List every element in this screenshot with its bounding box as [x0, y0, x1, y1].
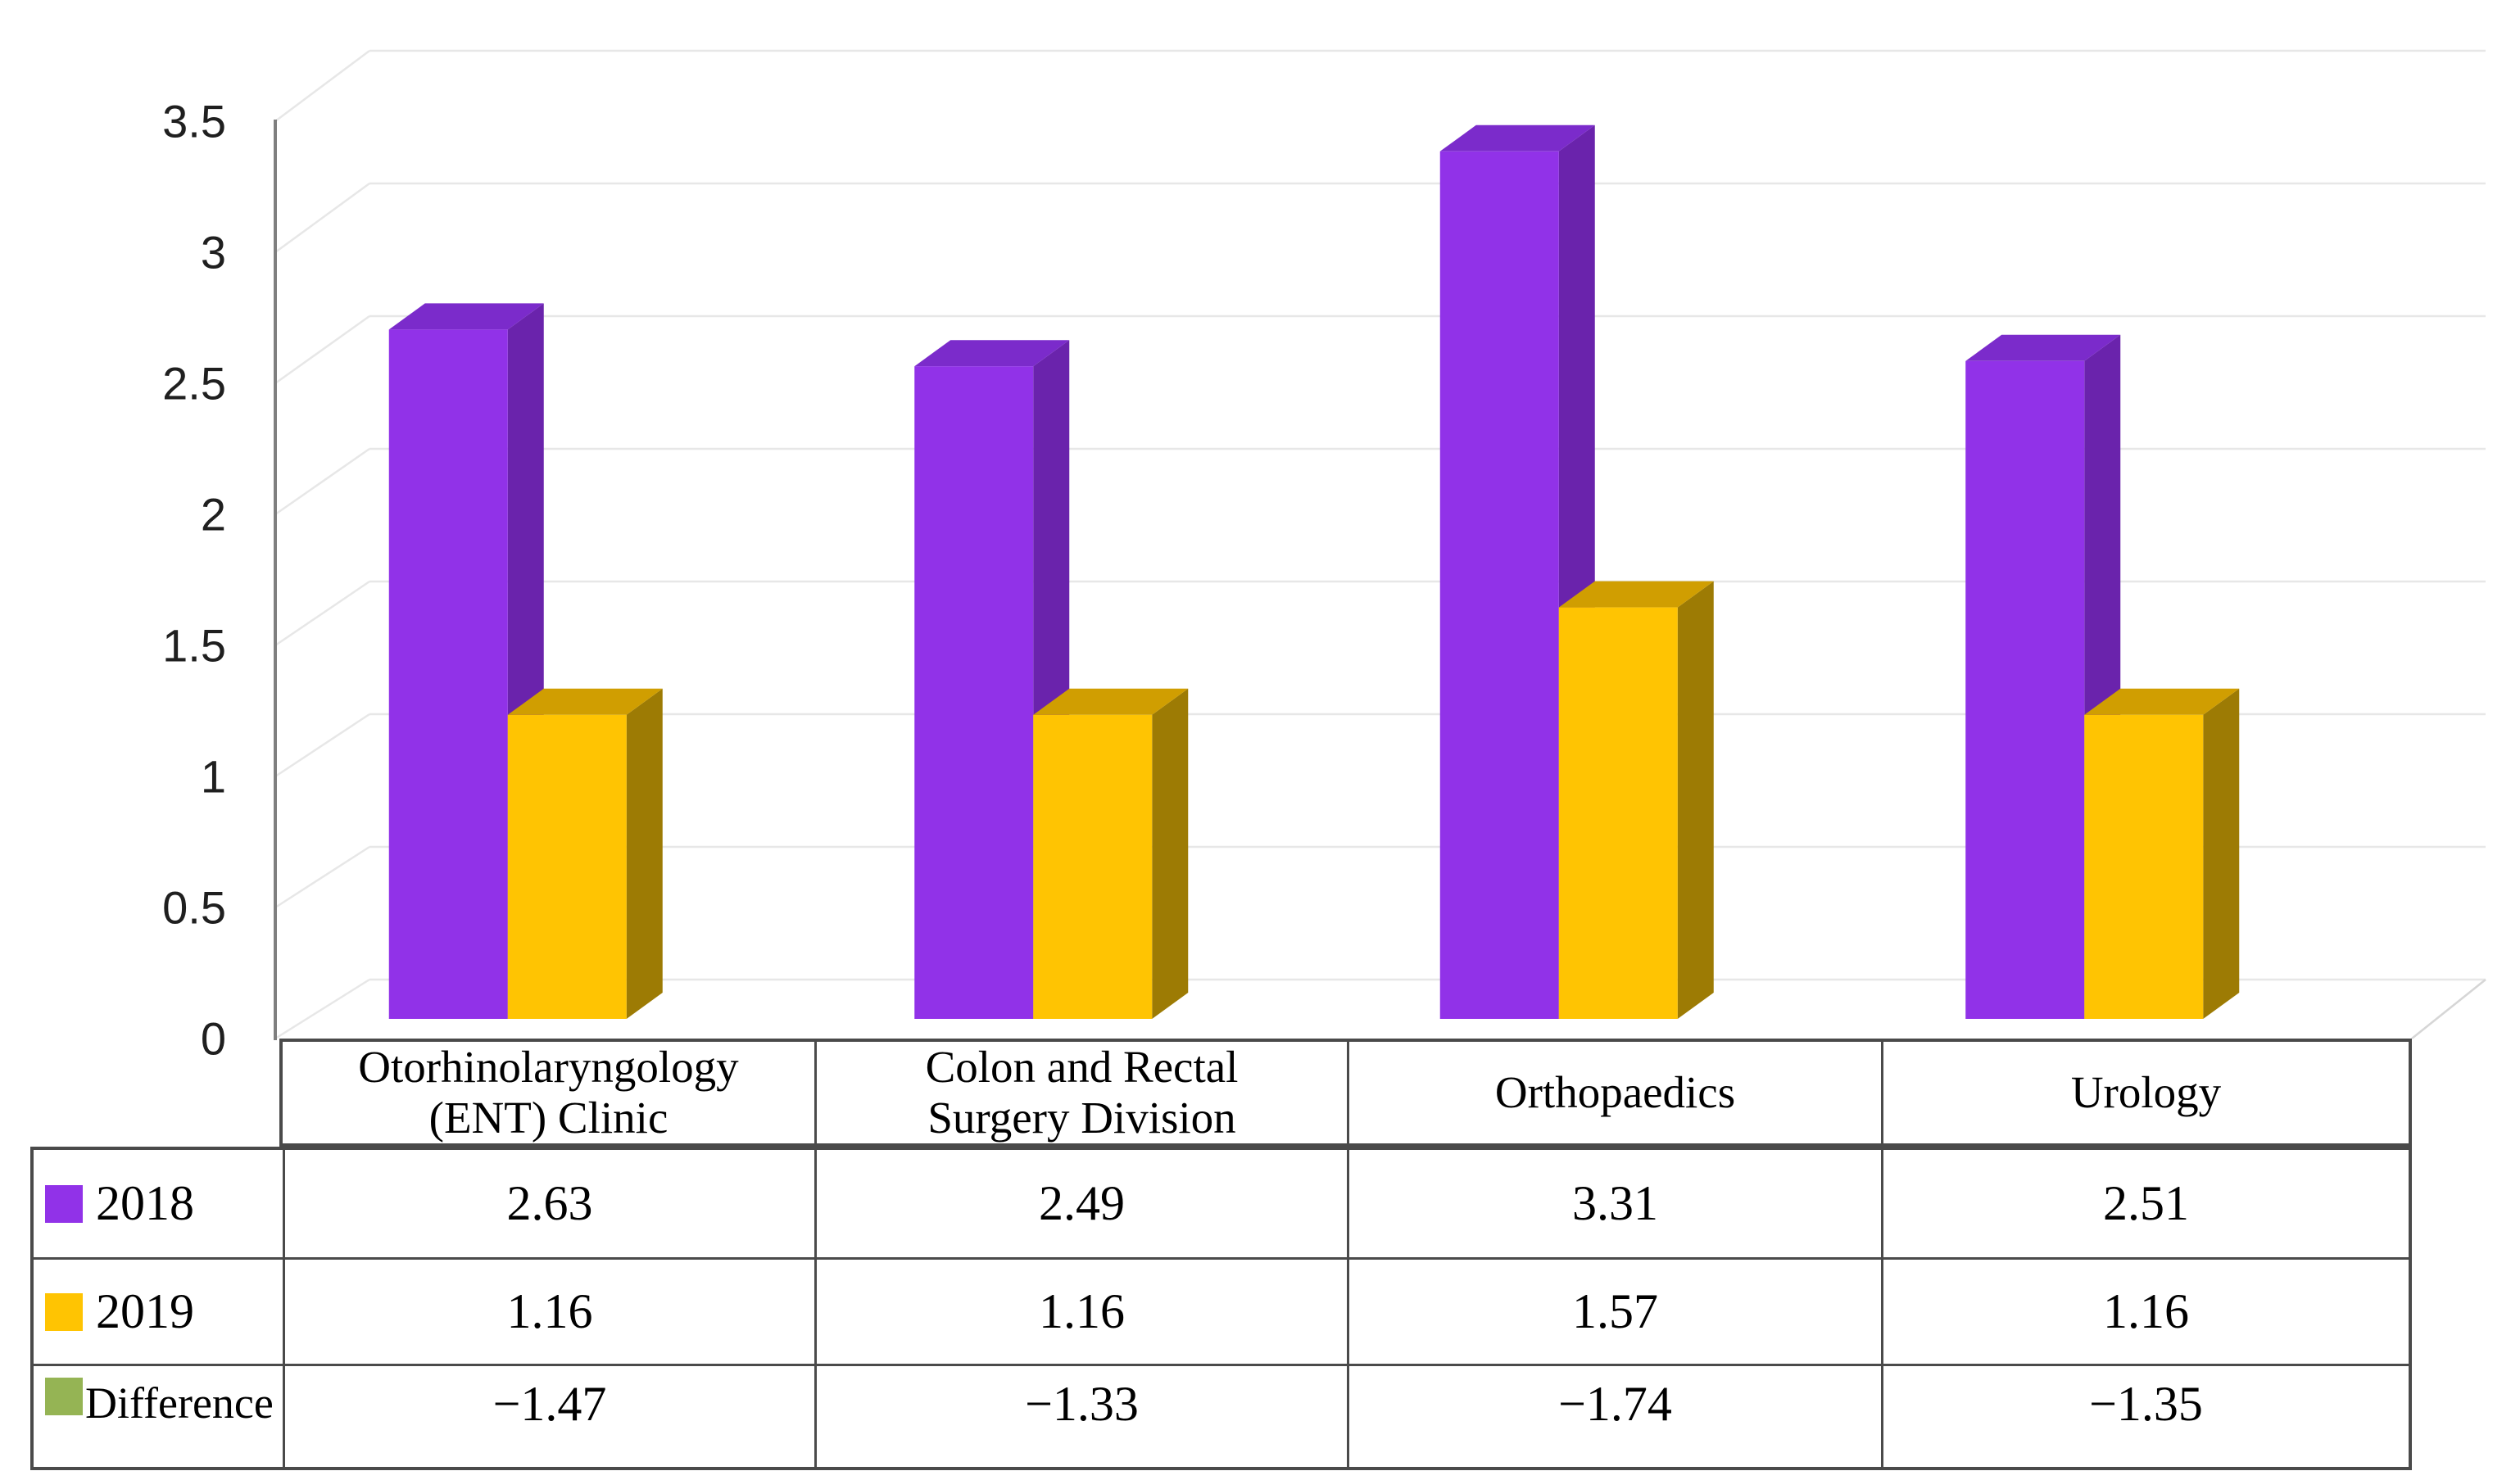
- y-tick-label-2: 2: [201, 489, 226, 541]
- legend-swatch-2019: [45, 1292, 83, 1331]
- bar-top-face: [507, 688, 663, 715]
- y-axis-tick-labels: 0 0.5 1 1.5 2 2.5 3 3.5: [162, 96, 226, 1065]
- data-table: 2018 2.63 2.49 3.31 2.51 2019 1.16 1.16 …: [30, 1147, 2412, 1470]
- bar-front-face: [388, 329, 508, 1019]
- bar-side-face: [626, 688, 663, 1019]
- bar-2018-orthopaedics: [1439, 124, 1595, 1019]
- bar-2019-urology: [2084, 688, 2240, 1019]
- y-tick-label-1: 1: [201, 751, 226, 803]
- legend-item-difference: Difference: [34, 1364, 283, 1467]
- bar-2019-orthopaedics: [1558, 581, 1714, 1019]
- bar-top-face: [2084, 688, 2240, 715]
- category-header-urology: Urology: [1881, 1042, 2409, 1143]
- legend-label-difference: Difference: [85, 1378, 274, 1428]
- legend-swatch-2018: [45, 1184, 83, 1223]
- bar-2019-colon-and-rectal-surgery-division: [1033, 688, 1189, 1019]
- bar-group-orthopaedics: [1439, 124, 1714, 1019]
- value-2018-ent: 2.63: [283, 1150, 814, 1257]
- bar-front-face: [1439, 151, 1559, 1019]
- y-tick-label-0.5: 0.5: [162, 882, 226, 934]
- value-difference-orthopaedics: −1.74: [1347, 1364, 1881, 1467]
- floor-right-edge: [2411, 979, 2486, 1039]
- value-2019-orthopaedics: 1.57: [1347, 1257, 1881, 1364]
- bar-group-urology: [1965, 334, 2240, 1019]
- bar-front-face: [1965, 360, 2085, 1019]
- bar-side-face: [2203, 688, 2240, 1019]
- legend-label-2019: 2019: [96, 1284, 194, 1338]
- bar-group-colon-and-rectal-surgery-division: [914, 340, 1189, 1019]
- value-2018-colon: 2.49: [814, 1150, 1347, 1257]
- y-tick-label-3.5: 3.5: [162, 96, 226, 147]
- y-tick-label-1.5: 1.5: [162, 620, 226, 672]
- value-difference-colon: −1.33: [814, 1364, 1347, 1467]
- category-header-orthopaedics: Orthopaedics: [1347, 1042, 1881, 1143]
- bar-side-face: [1677, 581, 1714, 1019]
- y-tick-label-0: 0: [201, 1013, 226, 1065]
- bar-top-face: [914, 340, 1070, 367]
- value-difference-ent: −1.47: [283, 1364, 814, 1467]
- value-2019-colon: 1.16: [814, 1257, 1347, 1364]
- category-header-colon: Colon and Rectal Surgery Division: [814, 1042, 1347, 1143]
- bar-top-face: [1965, 334, 2121, 361]
- value-2019-urology: 1.16: [1881, 1257, 2409, 1364]
- legend-swatch-difference: [45, 1378, 83, 1415]
- legend-label-2018: 2018: [96, 1176, 194, 1230]
- bar-2019-otorhinolaryngology-ent-clinic: [507, 688, 663, 1019]
- y-tick-label-2.5: 2.5: [162, 358, 226, 410]
- bar-front-face: [2084, 714, 2204, 1019]
- gridlines: [274, 49, 2486, 1040]
- bar-top-face: [388, 303, 544, 330]
- category-header-ent: Otorhinolaryngology (ENT) Clinic: [358, 1042, 739, 1143]
- value-difference-urology: −1.35: [1881, 1364, 2409, 1467]
- bar-front-face: [914, 366, 1034, 1019]
- y-tick-label-3: 3: [201, 227, 226, 278]
- bar-top-face: [1439, 124, 1595, 152]
- category-header-row: Otorhinolaryngology (ENT) Clinic Colon a…: [279, 1039, 2412, 1147]
- value-2018-orthopaedics: 3.31: [1347, 1150, 1881, 1257]
- bar-front-face: [507, 714, 627, 1019]
- legend-item-2018: 2018: [34, 1150, 283, 1257]
- bar-group-otorhinolaryngology-ent-clinic: [388, 303, 663, 1019]
- bar-top-face: [1558, 581, 1714, 608]
- bar-top-face: [1033, 688, 1189, 715]
- value-2018-urology: 2.51: [1881, 1150, 2409, 1257]
- bar-front-face: [1558, 607, 1678, 1019]
- bar-front-face: [1033, 714, 1153, 1019]
- value-2019-ent: 1.16: [283, 1257, 814, 1364]
- legend-item-2019: 2019: [34, 1257, 283, 1364]
- bar-side-face: [1152, 688, 1189, 1019]
